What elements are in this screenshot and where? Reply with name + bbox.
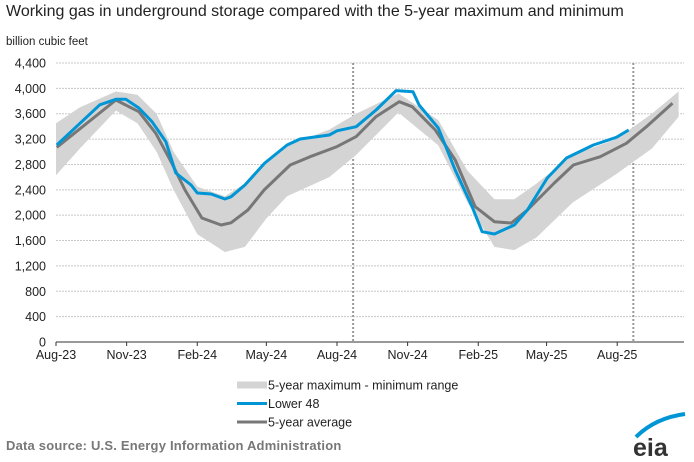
series-line-lower-48 [55,89,630,236]
y-tick-label: 2,400 [15,183,46,197]
legend-lower-48-label: Lower 48 [268,397,319,411]
legend-range-label: 5-year maximum - minimum range [268,379,458,393]
reference-lines [352,63,635,342]
chart-title: Working gas in underground storage compa… [6,3,624,20]
y-tick-label: 1,600 [15,234,46,248]
x-tick-label: Feb-24 [177,348,217,362]
eia-logo: eia [633,412,686,462]
y-tick-label: 3,200 [15,133,46,147]
x-tick-label: May-24 [246,348,288,362]
y-tick-label: 0 [39,336,46,350]
axes: 0 400 800 1,200 1,600 2,000 2,400 2,800 3,200 3,6… [15,57,684,362]
y-tick-label: 400 [25,310,46,324]
legend: 5-year maximum - minimum range Lower 48 5-… [237,379,458,430]
y-tick-label: 3,600 [15,107,46,121]
y-tick-label: 2,000 [15,209,46,223]
y-tick-label: 2,800 [15,158,46,172]
x-tick-label: Feb-25 [458,348,498,362]
y-tick-label: 1,200 [15,259,46,273]
y-tick-label: 4,000 [15,82,46,96]
series-lines [55,89,674,236]
svg-text:eia: eia [633,434,669,462]
x-tick-label: Aug-23 [36,348,76,362]
legend-5-year-average-swatch [237,420,267,424]
x-tick-label: May-25 [526,348,568,362]
x-tick-label: Aug-25 [597,348,637,362]
x-tick-label: Nov-24 [387,348,427,362]
data-source: Data source: U.S. Energy Information Adm… [6,438,342,453]
y-axis-label: billion cubic feet [6,36,88,48]
legend-lower-48-swatch [237,402,267,405]
series-line-5-year-average [55,98,674,227]
x-tick-label: Aug-24 [317,348,357,362]
legend-range-swatch [237,381,267,389]
x-tick-label: Nov-23 [106,348,146,362]
legend-5-year-average-label: 5-year average [268,416,352,430]
y-tick-label: 4,400 [15,57,46,71]
y-tick-label: 800 [25,285,46,299]
